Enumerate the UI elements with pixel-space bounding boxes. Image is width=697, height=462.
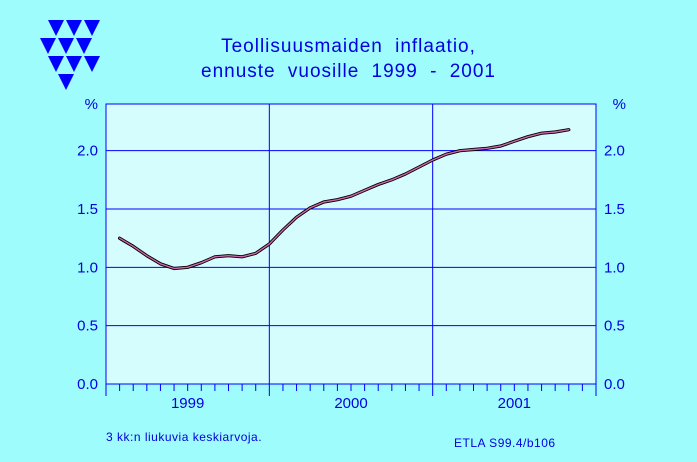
etla-logo-icon: [40, 20, 100, 90]
data-point: [187, 266, 189, 268]
data-point: [486, 147, 488, 149]
y-tick-label-right: 1.0: [604, 259, 625, 276]
data-point: [214, 256, 216, 258]
data-point: [146, 255, 148, 257]
y-tick-label-left: 1.0: [77, 259, 98, 276]
x-tick-label-year: 1999: [171, 395, 204, 412]
data-point: [554, 131, 556, 133]
data-point: [132, 245, 134, 247]
chart-title-line-1: Teollisuusmaiden inflaatio,: [221, 36, 476, 57]
data-point: [323, 201, 325, 203]
y-tick-label-right: 0.5: [604, 318, 625, 335]
y-tick-label-left: 1.5: [77, 201, 98, 218]
data-point: [364, 189, 366, 191]
logo-triangle: [40, 38, 56, 54]
y-axis-unit-left: %: [85, 96, 98, 113]
data-point: [336, 199, 338, 201]
y-tick-label-right: 0.0: [604, 376, 625, 393]
data-point: [377, 183, 379, 186]
logo-triangle: [76, 38, 92, 54]
data-point: [296, 216, 298, 218]
data-point: [350, 195, 352, 197]
logo-triangle: [48, 20, 64, 36]
y-tick-label-left: 0.0: [77, 376, 98, 393]
data-point: [282, 229, 284, 231]
logo-triangle: [66, 20, 82, 36]
data-point: [541, 132, 543, 134]
data-point: [527, 136, 529, 138]
chart-title-line-2: ennuste vuosille 1999 - 2001: [201, 61, 496, 82]
data-point: [418, 166, 420, 168]
x-tick-label-year: 2001: [498, 395, 531, 412]
x-tick-label-year: 2000: [334, 395, 367, 412]
data-point: [500, 145, 502, 147]
data-point: [309, 207, 311, 209]
data-point: [268, 243, 270, 245]
source-label: ETLA S99.4/b106: [454, 436, 556, 450]
logo-triangle: [58, 74, 74, 90]
data-point: [200, 262, 202, 264]
data-point: [445, 153, 447, 155]
y-tick-label-left: 2.0: [77, 143, 98, 160]
y-tick-label-right: 1.5: [604, 201, 625, 218]
data-point: [513, 140, 515, 142]
logo-triangle: [48, 56, 64, 72]
logo-triangle: [84, 20, 100, 36]
data-point: [568, 129, 570, 131]
y-tick-label-left: 0.5: [77, 318, 98, 335]
data-point: [391, 179, 393, 181]
series-line: [118, 129, 570, 270]
data-point: [241, 256, 243, 258]
data-point: [459, 150, 461, 152]
data-point: [404, 173, 406, 175]
data-point: [173, 267, 175, 270]
logo-triangle: [58, 38, 74, 54]
y-tick-label-right: 2.0: [604, 143, 625, 160]
data-point: [432, 159, 434, 161]
data-point: [472, 148, 475, 151]
data-point: [227, 255, 230, 257]
y-axis-unit-right: %: [613, 96, 626, 113]
logo-triangle: [66, 56, 82, 72]
data-point: [159, 263, 161, 265]
logo-triangle: [84, 56, 100, 72]
data-point: [119, 237, 121, 239]
data-point: [255, 252, 257, 254]
plot-area: [105, 103, 597, 385]
footnote-moving-average: 3 kk:n liukuvia keskiarvoja.: [106, 430, 263, 444]
